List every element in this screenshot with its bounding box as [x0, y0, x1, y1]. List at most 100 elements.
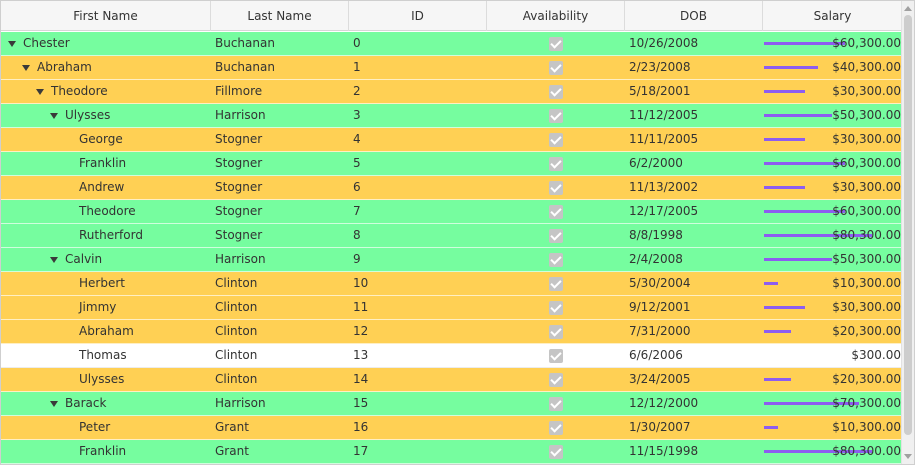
caret-down-icon	[50, 112, 58, 119]
availability-checkbox[interactable]	[549, 420, 563, 435]
availability-checkbox[interactable]	[549, 108, 563, 123]
scrollbar-thumb[interactable]	[904, 15, 912, 435]
cell-availability	[487, 224, 625, 247]
column-header-first-name[interactable]: First Name	[1, 1, 211, 31]
cell-first-name: Calvin	[1, 248, 211, 271]
salary-bar	[764, 114, 832, 117]
cell-dob: 5/18/2001	[629, 84, 691, 98]
cell-last-name: Grant	[215, 420, 249, 434]
availability-checkbox[interactable]	[549, 36, 563, 51]
table-row[interactable]: Rutherford Stogner 8 8/8/1998 $80,300.00	[1, 224, 902, 248]
availability-checkbox[interactable]	[549, 132, 563, 147]
table-row[interactable]: Franklin Stogner 5 6/2/2000 $60,300.00	[1, 152, 902, 176]
table-row[interactable]: Theodore Fillmore 2 5/18/2001 $30,300.00	[1, 80, 902, 104]
cell-last-name: Clinton	[215, 372, 258, 386]
availability-checkbox[interactable]	[549, 228, 563, 243]
cell-last-name: Clinton	[215, 276, 258, 290]
cell-id: 5	[353, 156, 361, 170]
table-row[interactable]: Barack Harrison 15 12/12/2000 $70,300.00	[1, 392, 902, 416]
availability-checkbox[interactable]	[549, 324, 563, 339]
availability-checkbox[interactable]	[549, 60, 563, 75]
table-row[interactable]: Peter Grant 16 1/30/2007 $10,300.00	[1, 416, 902, 440]
scroll-down-arrow-icon[interactable]	[904, 454, 912, 459]
column-header-dob[interactable]: DOB	[625, 1, 763, 31]
cell-availability	[487, 128, 625, 151]
availability-checkbox[interactable]	[549, 204, 563, 219]
availability-checkbox[interactable]	[549, 372, 563, 387]
cell-dob: 2/4/2008	[629, 252, 683, 266]
salary-bar	[764, 162, 845, 165]
tree-indent-spacer	[61, 224, 75, 247]
first-name-text: Abraham	[79, 324, 134, 338]
expand-collapse-icon[interactable]	[47, 392, 61, 415]
cell-first-name: George	[1, 128, 211, 151]
availability-checkbox[interactable]	[549, 444, 563, 459]
tree-indent-spacer	[61, 152, 75, 175]
table-row[interactable]: Andrew Stogner 6 11/13/2002 $30,300.00	[1, 176, 902, 200]
expand-collapse-icon[interactable]	[47, 104, 61, 127]
scroll-up-arrow-icon[interactable]	[904, 6, 912, 11]
cell-dob: 5/30/2004	[629, 276, 691, 290]
salary-bar	[764, 306, 805, 309]
availability-checkbox[interactable]	[549, 252, 563, 267]
cell-first-name: Jimmy	[1, 296, 211, 319]
cell-dob: 12/17/2005	[629, 204, 699, 218]
tree-indent-spacer	[61, 440, 75, 463]
cell-dob: 12/12/2000	[629, 396, 699, 410]
availability-checkbox[interactable]	[549, 348, 563, 363]
expand-collapse-icon[interactable]	[19, 56, 33, 79]
column-header-id[interactable]: ID	[349, 1, 487, 31]
column-header-last-name[interactable]: Last Name	[211, 1, 349, 31]
availability-checkbox[interactable]	[549, 84, 563, 99]
vertical-scrollbar[interactable]	[901, 1, 914, 464]
first-name-text: Ulysses	[65, 108, 111, 122]
expand-collapse-icon[interactable]	[47, 248, 61, 271]
availability-checkbox[interactable]	[549, 300, 563, 315]
salary-text: $20,300.00	[832, 372, 901, 386]
availability-checkbox[interactable]	[549, 396, 563, 411]
availability-checkbox[interactable]	[549, 156, 563, 171]
table-row[interactable]: Theodore Stogner 7 12/17/2005 $60,300.00	[1, 200, 902, 224]
salary-text: $60,300.00	[832, 156, 901, 170]
salary-text: $30,300.00	[832, 300, 901, 314]
column-header-availability[interactable]: Availability	[487, 1, 625, 31]
cell-salary: $20,300.00	[763, 320, 902, 343]
availability-checkbox[interactable]	[549, 180, 563, 195]
tree-indent-spacer	[61, 368, 75, 391]
cell-availability	[487, 392, 625, 415]
table-row[interactable]: Ulysses Harrison 3 11/12/2005 $50,300.00	[1, 104, 902, 128]
cell-dob: 8/8/1998	[629, 228, 683, 242]
cell-salary: $50,300.00	[763, 104, 902, 127]
expand-collapse-icon[interactable]	[5, 32, 19, 55]
cell-salary: $60,300.00	[763, 152, 902, 175]
column-header-salary[interactable]: Salary	[813, 9, 852, 23]
cell-last-name: Harrison	[215, 396, 266, 410]
cell-salary: $30,300.00	[763, 128, 902, 151]
cell-availability	[487, 104, 625, 127]
table-row[interactable]: Abraham Clinton 12 7/31/2000 $20,300.00	[1, 320, 902, 344]
cell-salary: $300.00	[763, 344, 902, 367]
cell-last-name: Stogner	[215, 204, 263, 218]
salary-bar	[764, 210, 845, 213]
salary-text: $30,300.00	[832, 84, 901, 98]
table-row[interactable]: Jimmy Clinton 11 9/12/2001 $30,300.00	[1, 296, 902, 320]
first-name-text: Barack	[65, 396, 107, 410]
table-row[interactable]: Franklin Grant 17 11/15/1998 $80,300.00	[1, 440, 902, 464]
salary-text: $80,300.00	[832, 228, 901, 242]
table-row[interactable]: Herbert Clinton 10 5/30/2004 $10,300.00	[1, 272, 902, 296]
salary-bar	[764, 138, 805, 141]
availability-checkbox[interactable]	[549, 276, 563, 291]
cell-first-name: Franklin	[1, 152, 211, 175]
salary-bar	[764, 330, 791, 333]
table-row[interactable]: Chester Buchanan 0 10/26/2008 $60,300.00	[1, 32, 902, 56]
salary-text: $20,300.00	[832, 324, 901, 338]
cell-dob: 6/6/2006	[629, 348, 683, 362]
table-row[interactable]: Thomas Clinton 13 6/6/2006 $300.00	[1, 344, 902, 368]
tree-indent-spacer	[61, 416, 75, 439]
expand-collapse-icon[interactable]	[33, 80, 47, 103]
table-row[interactable]: George Stogner 4 11/11/2005 $30,300.00	[1, 128, 902, 152]
table-row[interactable]: Abraham Buchanan 1 2/23/2008 $40,300.00	[1, 56, 902, 80]
cell-id: 12	[353, 324, 369, 338]
table-row[interactable]: Ulysses Clinton 14 3/24/2005 $20,300.00	[1, 368, 902, 392]
table-row[interactable]: Calvin Harrison 9 2/4/2008 $50,300.00	[1, 248, 902, 272]
